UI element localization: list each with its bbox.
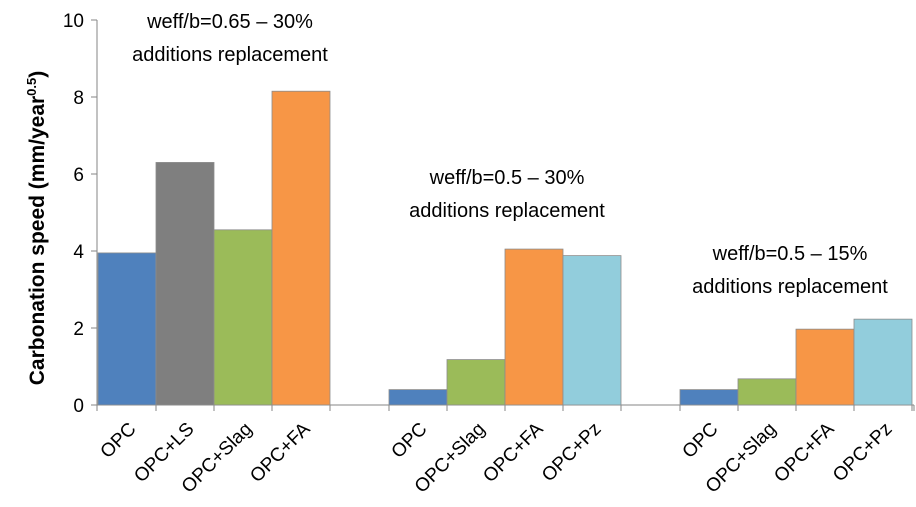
bar	[737, 378, 797, 406]
y-tick-label: 10	[63, 11, 84, 32]
bars	[97, 90, 913, 406]
y-tick-label: 2	[73, 319, 84, 340]
y-tick-label: 6	[73, 165, 84, 186]
group-annotation: weff/b=0.5 – 15%	[712, 243, 868, 265]
bar	[271, 90, 331, 406]
y-tick-label: 0	[73, 396, 84, 417]
x-tick-label: OPC+FA	[770, 418, 838, 486]
bar	[155, 162, 215, 406]
group-annotation: weff/b=0.5 – 30%	[429, 167, 585, 189]
annotations: weff/b=0.65 – 30% additions replacement we…	[132, 11, 888, 298]
x-tick-label: OPC	[97, 419, 141, 463]
x-tick-label: OPC+Pz	[829, 419, 896, 486]
y-tick-label: 4	[73, 242, 84, 263]
bar	[504, 248, 564, 406]
group-annotation: additions replacement	[692, 276, 888, 298]
x-tick-label: OPC+Pz	[538, 419, 605, 486]
bar	[446, 359, 506, 406]
x-tick-label: OPC+FA	[479, 418, 547, 486]
bar	[853, 318, 913, 406]
group-annotation: additions replacement	[409, 200, 605, 222]
bar	[562, 255, 622, 406]
y-tick-label: 8	[73, 88, 84, 109]
bar	[679, 389, 739, 406]
y-axis-label: Carbonation speed (mm/year0.5)	[24, 71, 49, 385]
group-annotation: additions replacement	[132, 44, 328, 66]
bar	[97, 252, 157, 406]
bar	[388, 389, 448, 406]
bar	[213, 229, 273, 406]
group-annotation: weff/b=0.65 – 30%	[146, 11, 313, 33]
x-tick-label: OPC+FA	[246, 418, 314, 486]
bar	[795, 328, 855, 406]
x-tick-label: OPC	[679, 419, 723, 463]
x-tick-label: OPC	[388, 419, 432, 463]
